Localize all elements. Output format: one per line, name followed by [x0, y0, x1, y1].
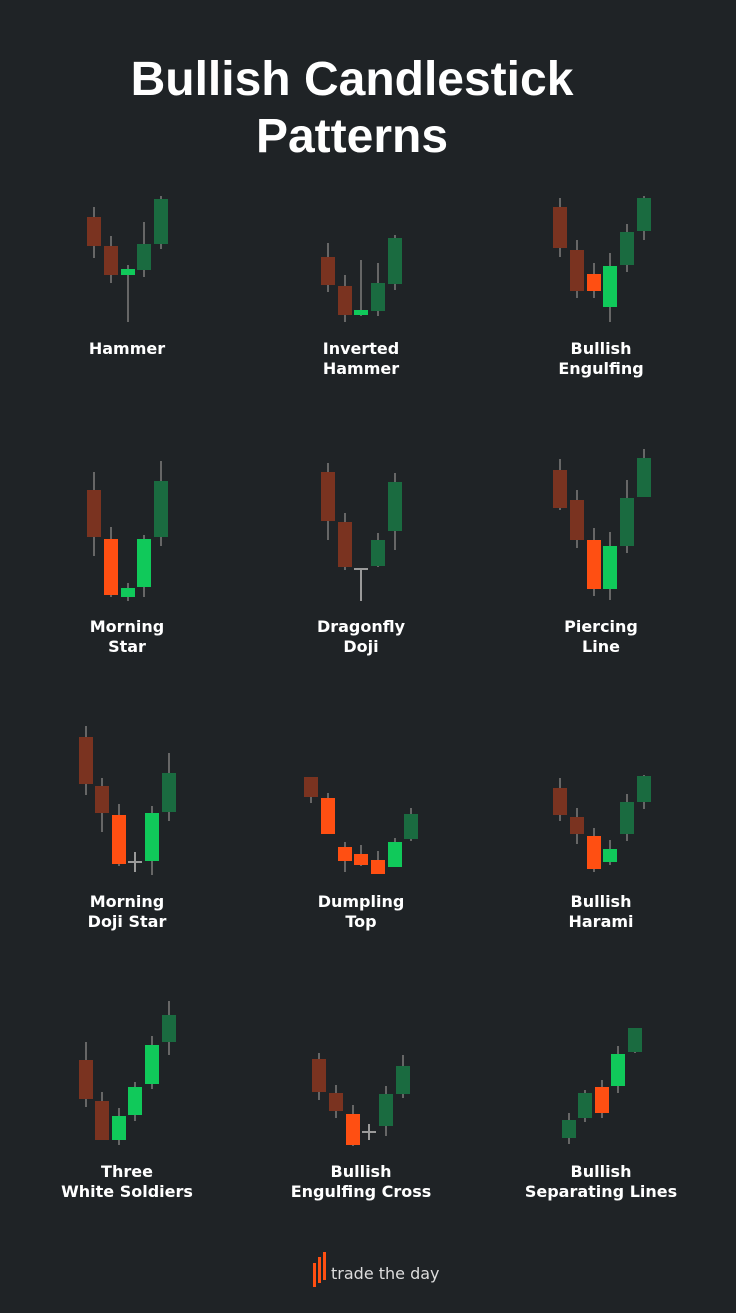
pattern-label: Bullish: [331, 1162, 392, 1181]
candle-body: [371, 283, 385, 311]
candle-body: [338, 286, 352, 315]
title-line: Patterns: [256, 110, 448, 163]
candle-body: [388, 842, 402, 867]
candle-body: [145, 813, 159, 861]
candle-body: [312, 1059, 326, 1092]
candle-body: [570, 250, 584, 291]
candle-body: [637, 458, 651, 497]
candle-body: [162, 773, 176, 812]
candle-body: [570, 817, 584, 834]
candle-body: [371, 540, 385, 566]
candle-body: [346, 1114, 360, 1145]
candle-body: [371, 860, 385, 874]
pattern-label: Engulfing Cross: [291, 1182, 432, 1201]
pattern-label: White Soldiers: [61, 1182, 193, 1201]
pattern-label: Inverted: [323, 339, 399, 358]
candle-body: [388, 238, 402, 284]
pattern-label: Star: [108, 637, 146, 656]
pattern-label: Three: [101, 1162, 153, 1181]
candle-body: [603, 266, 617, 307]
candle-body: [321, 798, 335, 834]
candle-body: [121, 269, 135, 275]
candle-body: [603, 546, 617, 589]
candle-body: [137, 244, 151, 270]
candle-body: [388, 482, 402, 531]
pattern-label: Dragonfly: [317, 617, 406, 636]
candle-body: [128, 1087, 142, 1115]
pattern-label: Bullish: [571, 892, 632, 911]
logo: [313, 1252, 326, 1287]
candle-body: [304, 777, 318, 797]
candle-body: [112, 815, 126, 864]
logo-bar: [323, 1252, 326, 1280]
candle-body: [553, 788, 567, 815]
pattern-label: Piercing: [564, 617, 638, 636]
candle-body: [104, 246, 118, 275]
pattern-label: Hammer: [323, 359, 399, 378]
candle-body: [354, 310, 368, 315]
candle-body: [329, 1093, 343, 1111]
candle-body: [587, 540, 601, 589]
candle-body: [595, 1087, 609, 1113]
brand-name: trade the day: [331, 1264, 440, 1283]
candle-body: [95, 1101, 109, 1140]
pattern-label: Doji Star: [88, 912, 167, 931]
candle-body: [587, 836, 601, 869]
candle-body: [79, 1060, 93, 1099]
candle-body: [637, 198, 651, 231]
candle-body: [637, 776, 651, 802]
candle-body: [562, 1120, 576, 1138]
logo-bar: [318, 1257, 321, 1283]
candle-body: [379, 1094, 393, 1126]
candle-body: [628, 1028, 642, 1052]
candle-body: [154, 199, 168, 244]
candle-body: [620, 232, 634, 265]
candle-body: [112, 1116, 126, 1140]
pattern-label: Harami: [568, 912, 633, 931]
logo-bar: [313, 1263, 316, 1287]
candle-body: [338, 522, 352, 567]
pattern-label: Separating Lines: [525, 1182, 677, 1201]
candle-body: [321, 257, 335, 285]
title-line: Bullish Candlestick: [131, 53, 574, 106]
pattern-label: Bullish: [571, 1162, 632, 1181]
candle-body: [87, 217, 101, 246]
candle-body: [121, 588, 135, 597]
candle-body: [87, 490, 101, 537]
pattern-label: Line: [582, 637, 620, 656]
candle-body: [95, 786, 109, 813]
candle-body: [137, 539, 151, 587]
candle-body: [587, 274, 601, 291]
pattern-label: Morning: [90, 892, 165, 911]
candle-body: [603, 849, 617, 862]
candle-body: [145, 1045, 159, 1084]
candle-body: [396, 1066, 410, 1094]
pattern-label: Doji: [343, 637, 378, 656]
candle-body: [553, 470, 567, 508]
candle-body: [578, 1093, 592, 1118]
candle-body: [570, 500, 584, 540]
candle-body: [321, 472, 335, 521]
candle-body: [338, 847, 352, 861]
pattern-label: Engulfing: [558, 359, 643, 378]
candle-body: [104, 539, 118, 595]
candles: [79, 196, 651, 1146]
candle-body: [154, 481, 168, 537]
pattern-label: Hammer: [89, 339, 165, 358]
candle-body: [620, 802, 634, 834]
pattern-label: Dumpling: [318, 892, 405, 911]
pattern-label: Top: [345, 912, 376, 931]
candle-body: [611, 1054, 625, 1086]
candle-body: [354, 854, 368, 865]
candle-body: [620, 498, 634, 546]
pattern-label: Bullish: [571, 339, 632, 358]
candle-body: [404, 814, 418, 839]
candle-body: [553, 207, 567, 248]
pattern-label: Morning: [90, 617, 165, 636]
candle-body: [162, 1015, 176, 1042]
candle-body: [79, 737, 93, 784]
